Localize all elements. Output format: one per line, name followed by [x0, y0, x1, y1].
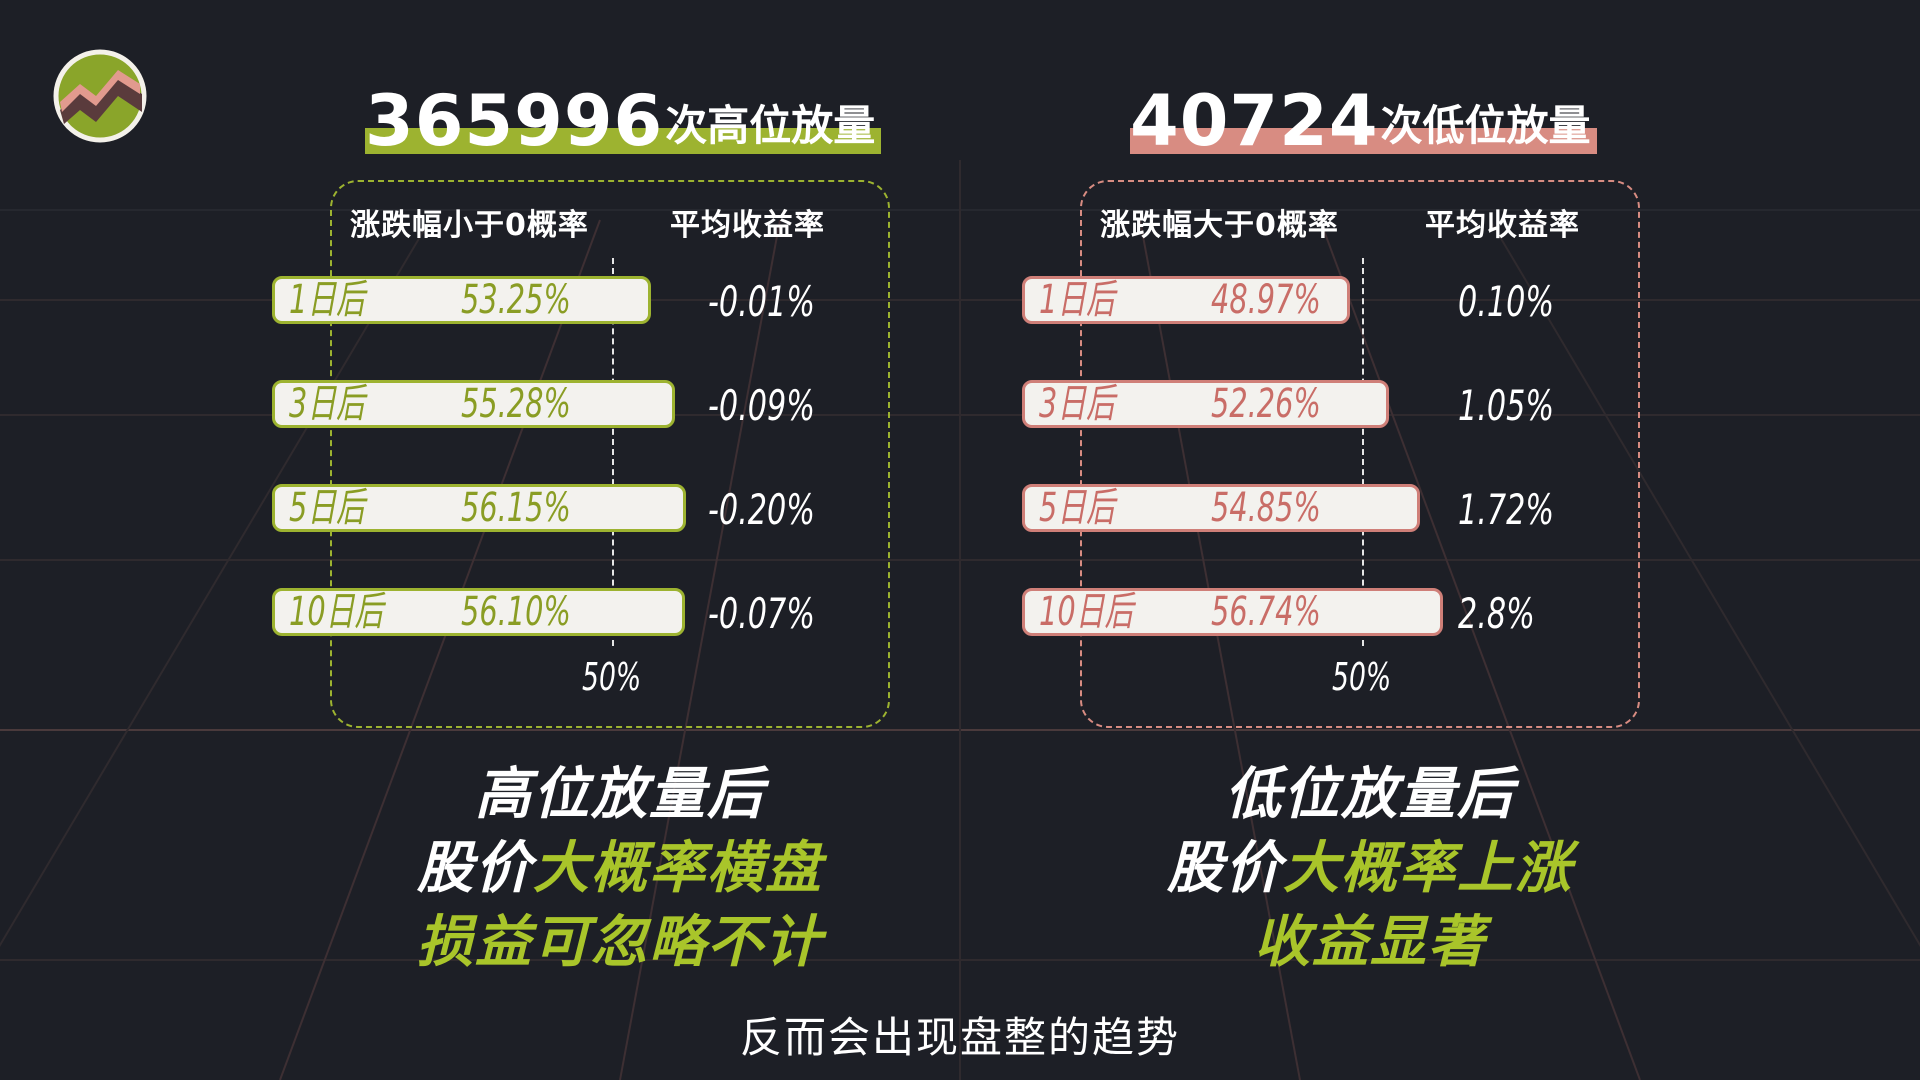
- summary-line-1: 低位放量后: [1225, 762, 1515, 827]
- prob-bar: 3日后 55.28%: [272, 380, 676, 428]
- low-volume-summary: 低位放量后 股价大概率上涨 收益显著: [990, 758, 1750, 980]
- prob-bar: 10日后 56.74%: [1022, 588, 1443, 636]
- prob-bar: 5日后 54.85%: [1022, 484, 1421, 532]
- avg-return-value: 1.05%: [1458, 381, 1555, 430]
- low-volume-panel: 40724 次低位放量 涨跌幅大于0概率 平均收益率 50% 1日后 48.97…: [990, 0, 1750, 1080]
- headline-label: 次低位放量: [1380, 101, 1591, 150]
- col-header-probability: 涨跌幅大于0概率: [1100, 208, 1339, 243]
- high-volume-headline: 365996 次高位放量: [365, 78, 882, 162]
- avg-return-value: -0.09%: [708, 381, 815, 430]
- avg-return-value: 2.8%: [1458, 589, 1535, 638]
- avg-return-value: -0.01%: [708, 277, 815, 326]
- summary-line-2: 股价大概率横盘: [240, 832, 1000, 906]
- probability-value: 55.28%: [461, 381, 571, 427]
- headline-highlight: [1130, 128, 1597, 154]
- fifty-percent-line: [612, 258, 614, 646]
- period-label: 1日后: [1039, 277, 1115, 323]
- summary-highlight: 大概率横盘: [533, 836, 823, 901]
- headline-highlight: [365, 128, 882, 154]
- headline-count: 365996: [365, 80, 664, 162]
- avg-return-value: 1.72%: [1458, 485, 1555, 534]
- col-header-return: 平均收益率: [670, 208, 825, 243]
- summary-highlight: 大概率上涨: [1283, 836, 1573, 901]
- low-volume-headline: 40724 次低位放量: [1130, 78, 1597, 162]
- prob-bar: 1日后 53.25%: [272, 276, 651, 324]
- prob-bar: 10日后 56.10%: [272, 588, 686, 636]
- avg-return-value: -0.07%: [708, 589, 815, 638]
- summary-line-2: 股价大概率上涨: [990, 832, 1750, 906]
- period-label: 3日后: [1039, 381, 1115, 427]
- zigzag-badge-icon: [53, 49, 147, 143]
- fifty-percent-line: [1362, 258, 1364, 646]
- stats-box: [330, 180, 890, 728]
- high-volume-summary: 高位放量后 股价大概率横盘 损益可忽略不计: [240, 758, 1000, 980]
- stats-box: [1080, 180, 1640, 728]
- period-label: 3日后: [289, 381, 365, 427]
- subtitle-caption: 反而会出现盘整的趋势: [739, 1013, 1180, 1062]
- avg-return-value: 0.10%: [1458, 277, 1555, 326]
- summary-line-3: 损益可忽略不计: [417, 910, 823, 975]
- period-label: 5日后: [289, 485, 365, 531]
- probability-value: 56.10%: [461, 589, 571, 635]
- period-label: 10日后: [289, 589, 384, 635]
- probability-value: 48.97%: [1211, 277, 1321, 323]
- probability-value: 52.26%: [1211, 381, 1321, 427]
- headline-count: 40724: [1130, 80, 1379, 162]
- headline-label: 次高位放量: [665, 101, 876, 150]
- summary-line-3: 收益显著: [1254, 910, 1486, 975]
- period-label: 5日后: [1039, 485, 1115, 531]
- summary-subject: 股价: [417, 836, 533, 901]
- high-volume-panel: 365996 次高位放量 涨跌幅小于0概率 平均收益率 50% 1日后 53.2…: [240, 0, 1000, 1080]
- summary-subject: 股价: [1167, 836, 1283, 901]
- axis-label-50: 50%: [1332, 655, 1392, 699]
- avg-return-value: -0.20%: [708, 485, 815, 534]
- probability-value: 56.15%: [461, 485, 571, 531]
- probability-value: 56.74%: [1211, 589, 1321, 635]
- prob-bar: 3日后 52.26%: [1022, 380, 1390, 428]
- prob-bar: 5日后 56.15%: [272, 484, 686, 532]
- period-label: 10日后: [1039, 589, 1134, 635]
- probability-value: 54.85%: [1211, 485, 1321, 531]
- summary-line-1: 高位放量后: [475, 762, 765, 827]
- probability-value: 53.25%: [461, 277, 571, 323]
- axis-label-50: 50%: [582, 655, 642, 699]
- period-label: 1日后: [289, 277, 365, 323]
- col-header-return: 平均收益率: [1425, 208, 1580, 243]
- col-header-probability: 涨跌幅小于0概率: [350, 208, 589, 243]
- prob-bar: 1日后 48.97%: [1022, 276, 1350, 324]
